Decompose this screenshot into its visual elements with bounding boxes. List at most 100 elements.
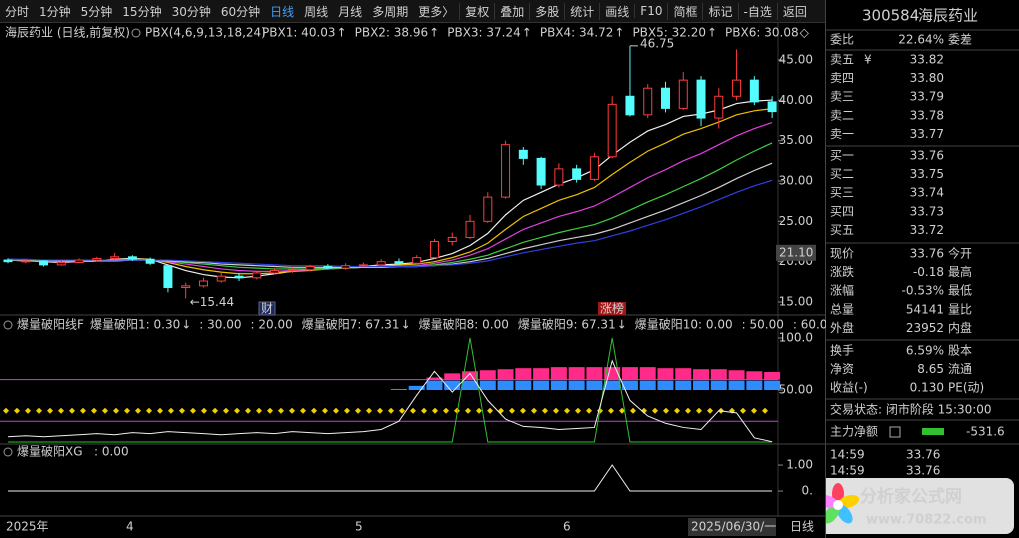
low-label: ←15.44	[190, 295, 234, 309]
level-diamond	[201, 407, 207, 414]
toolbar-button[interactable]: 返回	[776, 2, 812, 20]
legend-text: 爆量破阳8: 0.00	[419, 317, 509, 332]
candle-body	[163, 265, 173, 288]
toolbar-button[interactable]: 15分钟	[122, 4, 162, 19]
toolbar-button[interactable]: 周线	[304, 4, 329, 19]
toolbar-button[interactable]: 多股	[529, 2, 564, 20]
row-label: 买三	[830, 186, 854, 200]
toolbar-button[interactable]: 复权	[459, 2, 494, 20]
moving-average	[7, 122, 773, 272]
candle-body	[127, 256, 137, 260]
candle-body	[287, 269, 297, 272]
toolbar-button[interactable]: 月线	[338, 4, 363, 19]
toolbar-button[interactable]: 更多〉	[418, 4, 455, 19]
toolbar-button[interactable]: 标记	[702, 2, 737, 20]
row-value: 23952	[906, 321, 944, 335]
status: 交易状态: 闭市阶段 15:30:00	[830, 402, 992, 417]
tick-price: 33.76	[906, 464, 940, 478]
marker-box	[598, 302, 626, 315]
toolbar-button[interactable]: 多周期	[372, 4, 409, 19]
blue-bar	[408, 385, 425, 391]
logo-url: www.70822.com	[866, 513, 987, 528]
marker-box	[258, 301, 276, 316]
row-value: 22.64%	[898, 33, 944, 47]
level-diamond	[399, 407, 405, 414]
level-diamond	[586, 407, 592, 414]
candle-body	[252, 272, 262, 279]
toolbar-button[interactable]: 30分钟	[171, 4, 211, 19]
xg-line	[8, 464, 773, 492]
level-diamond	[278, 407, 284, 414]
marker: 涨榜	[600, 301, 624, 316]
moving-average	[7, 99, 773, 279]
toolbar-button[interactable]: 60分钟	[220, 4, 261, 19]
level-diamond	[685, 407, 691, 414]
toolbar-button[interactable]: 统计	[564, 2, 599, 20]
blue-bar	[426, 380, 443, 391]
toolbar-button[interactable]: 画线	[599, 2, 634, 20]
level-diamond	[80, 407, 86, 414]
level-diamond	[454, 407, 460, 414]
row-label: 买四	[830, 204, 854, 218]
blue-bar	[693, 380, 710, 391]
legend-text: PBX6: 30.08	[725, 26, 799, 40]
row-value: -0.53%	[902, 284, 944, 298]
toolbar-button[interactable]: -自选	[737, 2, 777, 20]
level-diamond	[322, 407, 328, 414]
pink-bar	[728, 370, 745, 380]
candle-body	[145, 258, 155, 264]
level-diamond	[652, 407, 658, 414]
pink-bar	[764, 372, 781, 380]
logo-name: 分析家公式网	[860, 486, 962, 507]
row-label: 卖二	[830, 108, 854, 122]
row-extra: 最低	[948, 284, 972, 298]
candle-body	[678, 79, 688, 109]
panel-name: 爆量破阳线F	[17, 317, 84, 332]
level-diamond	[377, 407, 383, 414]
row-extra: 今开	[948, 246, 972, 261]
level-diamond	[487, 407, 493, 414]
y-tick-label: 100.0	[779, 331, 813, 345]
level-diamond	[498, 407, 504, 414]
level-diamond	[179, 407, 185, 414]
level-diamond	[168, 407, 174, 414]
level-diamond	[333, 407, 339, 414]
blue-bar	[568, 380, 585, 391]
blue-bar	[479, 380, 496, 391]
level-diamond	[564, 407, 570, 414]
indicator-name: PBX(4,6,9,13,18,24)	[145, 26, 266, 40]
legend-text: PBX3: 37.24	[447, 26, 521, 40]
toolbar-button[interactable]: 分时	[5, 4, 30, 19]
candle-body	[572, 168, 582, 180]
level-diamond	[608, 407, 614, 414]
blue-bar	[764, 380, 781, 391]
level-diamond	[465, 407, 471, 414]
candle-body	[660, 87, 670, 109]
tick-time: 14:59	[830, 464, 865, 478]
y-tick-label: 1.00	[786, 458, 813, 472]
level-diamond	[25, 407, 31, 414]
row-value: 33.76	[910, 149, 944, 163]
pink-bar	[675, 368, 692, 380]
toolbar-button[interactable]: 简框	[667, 2, 702, 20]
level-diamond	[47, 407, 53, 414]
toolbar-button[interactable]: 1分钟	[39, 4, 71, 19]
toolbar-button[interactable]: 5分钟	[80, 4, 113, 19]
blue-bar	[444, 380, 461, 391]
indicator-line	[7, 359, 773, 443]
row-value: 33.79	[910, 90, 944, 104]
flow-label: 主力净额	[830, 425, 878, 439]
legend-text: : 20.00	[251, 318, 293, 332]
toolbar-button[interactable]: 日线	[270, 4, 295, 19]
legend-arrow: ↑	[337, 26, 347, 40]
level-diamond	[366, 407, 372, 414]
spike-line	[8, 337, 773, 443]
toolbar-button[interactable]: 叠加	[494, 2, 529, 20]
row-label: 现价	[830, 247, 854, 261]
legend-text: : 30.00	[199, 318, 241, 332]
toolbar-button[interactable]: F10	[634, 4, 667, 18]
level-diamond	[410, 407, 416, 414]
level-diamond	[509, 407, 515, 414]
row-label: 净资	[830, 362, 854, 376]
